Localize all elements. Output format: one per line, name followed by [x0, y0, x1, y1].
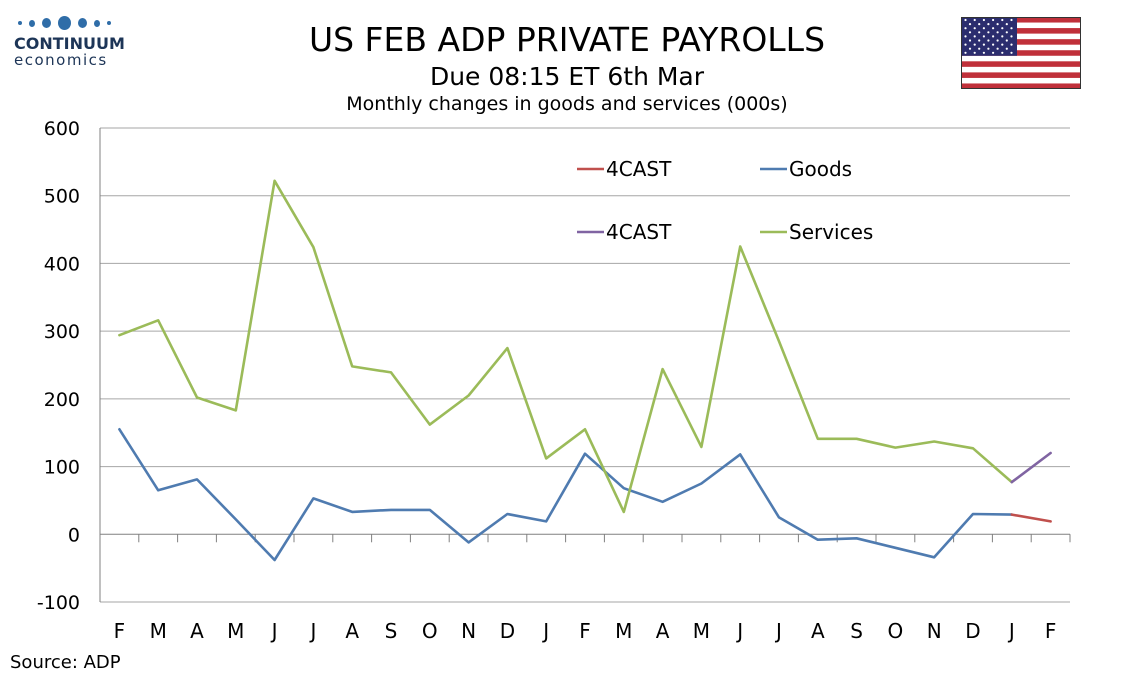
y-tick-label: 0 — [68, 524, 80, 546]
x-tick-label: M — [615, 619, 632, 643]
x-tick-label: D — [965, 619, 980, 643]
x-tick-label: A — [656, 619, 670, 643]
y-tick-label: 600 — [44, 118, 80, 140]
source-note: Source: ADP — [10, 652, 121, 673]
logo-dot — [29, 19, 35, 27]
legend-label: 4CAST — [606, 220, 672, 244]
page-title: US FEB ADP PRIVATE PAYROLLS — [308, 20, 826, 59]
legend-label: Services — [789, 220, 873, 244]
us-flag-icon — [961, 17, 1081, 89]
y-tick-label: 300 — [44, 321, 80, 343]
x-tick-label: S — [850, 619, 863, 643]
series-line — [1010, 451, 1052, 484]
y-tick-label: 400 — [44, 253, 80, 275]
x-tick-label: J — [774, 619, 782, 643]
x-tick-label: J — [270, 619, 278, 643]
x-tick-label: N — [461, 619, 476, 643]
continuum-logo: CONTINUUM economics — [14, 14, 134, 69]
series-line — [118, 427, 1014, 562]
legend-label: 4CAST — [606, 157, 672, 181]
series-line — [1010, 513, 1052, 523]
y-tick-label: 100 — [44, 457, 80, 479]
x-tick-label: J — [541, 619, 549, 643]
logo-dot — [107, 21, 111, 25]
x-tick-label: F — [114, 619, 126, 643]
x-tick-label: A — [345, 619, 359, 643]
x-tick-label: M — [693, 619, 710, 643]
logo-brand: CONTINUUM — [14, 34, 125, 53]
y-tick-label: 500 — [44, 186, 80, 208]
x-tick-label: O — [422, 619, 438, 643]
logo-dots — [18, 14, 134, 32]
y-tick-label: -100 — [37, 592, 80, 614]
legend-layer: 4CAST Goods 4CAST Services — [577, 157, 873, 244]
logo-dot — [18, 21, 22, 25]
logo-sub: economics — [14, 51, 108, 69]
x-tick-label: D — [500, 619, 515, 643]
x-tick-label: J — [1007, 619, 1015, 643]
x-tick-label: A — [811, 619, 825, 643]
x-tick-label: F — [1045, 619, 1057, 643]
x-tick-label: J — [735, 619, 743, 643]
legend-label: Goods — [789, 157, 852, 181]
x-tick-label: M — [227, 619, 244, 643]
x-tick-label: A — [190, 619, 204, 643]
x-tick-label: O — [888, 619, 904, 643]
series-line — [118, 179, 1014, 514]
x-tick-label: S — [385, 619, 398, 643]
page-subtitle: Due 08:15 ET 6th Mar — [429, 62, 705, 91]
series-layer — [118, 179, 1052, 562]
logo-dot — [94, 19, 100, 27]
x-tick-label: M — [150, 619, 167, 643]
chart-subtitle: Monthly changes in goods and services (0… — [346, 93, 788, 115]
x-tick-label: F — [579, 619, 591, 643]
x-tick-label: J — [308, 619, 316, 643]
logo-dot — [58, 16, 71, 30]
logo-dot — [78, 18, 87, 28]
logo-dot — [42, 18, 51, 28]
y-tick-label: 200 — [44, 389, 80, 411]
x-tick-label: N — [927, 619, 942, 643]
